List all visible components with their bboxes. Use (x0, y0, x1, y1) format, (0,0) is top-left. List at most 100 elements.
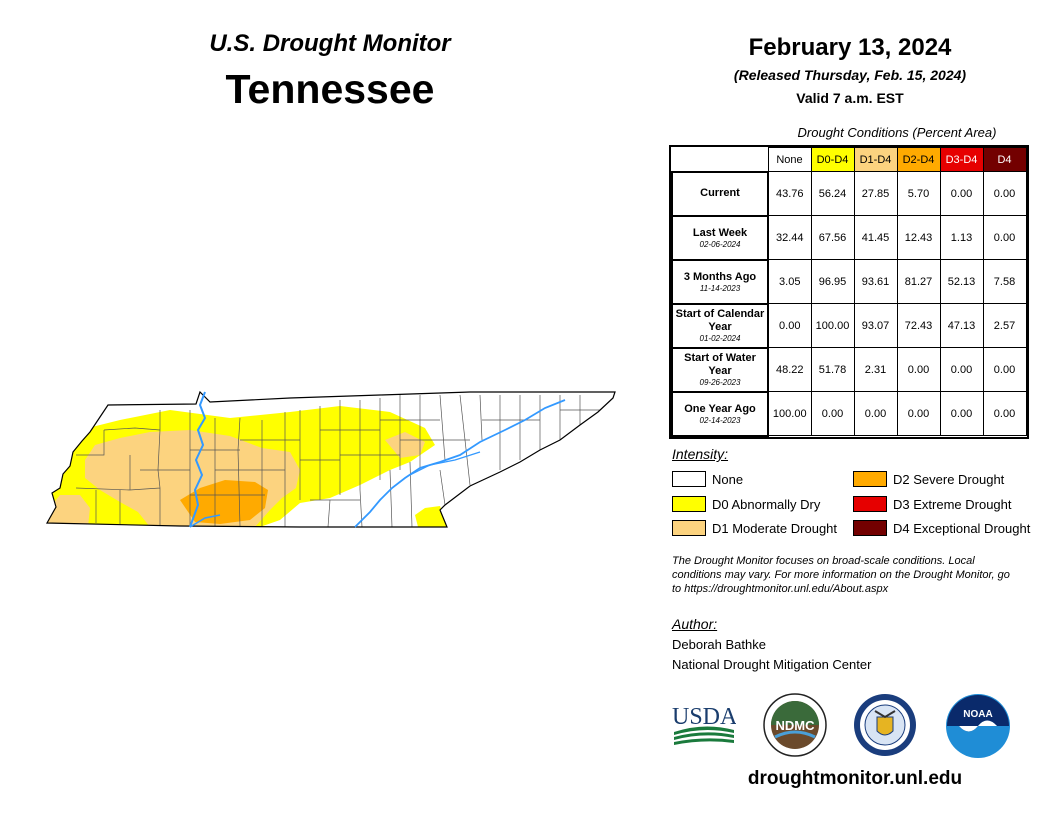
table-cell: 0.00 (896, 347, 941, 392)
state-outline (45, 390, 616, 528)
table-cell: 12.43 (896, 215, 941, 260)
table-cell: 0.00 (982, 391, 1027, 436)
ndmc-logo-text: NDMC (776, 718, 816, 733)
row-date: 09-26-2023 (699, 378, 741, 387)
table-cell: 0.00 (810, 391, 855, 436)
column-header: D4 (982, 147, 1027, 172)
table-corner (672, 148, 768, 172)
row-date: 11-14-2023 (699, 283, 741, 293)
row-label: Last Week 02-06-2024 (671, 214, 769, 261)
noaa-logo: NOAA (945, 693, 1011, 759)
table-cell: 93.61 (853, 259, 898, 304)
column-header: D2-D4 (896, 147, 941, 172)
table-cell: 0.00 (853, 391, 898, 436)
row-label: Start of Calendar Year 01-02-2024 (671, 302, 769, 349)
noaa-logo-text: NOAA (963, 709, 992, 720)
row-date: 01-02-2024 (699, 334, 741, 343)
d0-area-southeast (415, 506, 447, 527)
column-header: D1-D4 (853, 147, 898, 172)
row-label-text: 3 Months Ago (683, 270, 757, 283)
table-cell: 52.13 (939, 259, 984, 304)
row-label: Start of Water Year 09-26-2023 (671, 346, 769, 393)
table-row: Start of Water Year 09-26-2023 48.22 51.78 2… (671, 346, 1027, 393)
legend-item: D2 Severe Drought (853, 471, 1004, 487)
legend-label: D0 Abnormally Dry (712, 496, 821, 512)
disclaimer-note: The Drought Monitor focuses on broad-sca… (672, 555, 1010, 595)
author-organization: National Drought Mitigation Center (672, 657, 872, 672)
intensity-legend-title: Intensity: (672, 446, 729, 462)
table-cell: 93.07 (853, 303, 898, 348)
tennessee-river-bend (189, 514, 221, 528)
tennessee-drought-map (45, 390, 616, 528)
table-cell: 2.31 (853, 347, 898, 392)
table-row: Current 43.76 56.24 27.85 5.70 0.00 0.00 (671, 170, 1027, 217)
county-lines (75, 394, 600, 527)
column-header: None (767, 147, 812, 172)
table-cell: 56.24 (810, 171, 855, 216)
table-cell: 7.58 (982, 259, 1027, 304)
column-header: D0-D4 (810, 147, 855, 172)
legend-item: D3 Extreme Drought (853, 496, 1012, 512)
legend-item: D1 Moderate Drought (672, 520, 837, 536)
department-of-commerce-seal (853, 693, 917, 757)
table-cell: 2.57 (982, 303, 1027, 348)
table-cell: 41.45 (853, 215, 898, 260)
map-date: February 13, 2024 (748, 34, 952, 61)
legend-item: D4 Exceptional Drought (853, 520, 1030, 536)
row-label-text: Current (700, 187, 740, 199)
table-cell: 47.13 (939, 303, 984, 348)
row-label-text: Start of Water Year (684, 352, 756, 377)
legend-label: D1 Moderate Drought (712, 520, 838, 536)
d2-area-south-central (180, 480, 268, 524)
ndmc-logo: NDMC (763, 693, 827, 757)
table-cell: 0.00 (896, 391, 941, 436)
table-cell: 43.76 (767, 171, 812, 216)
legend-swatch (853, 496, 887, 512)
table-cell: 0.00 (939, 171, 984, 216)
d1-area-east (385, 432, 425, 458)
tributary-river (409, 451, 481, 476)
table-cell: 0.00 (939, 391, 984, 436)
table-cell: 100.00 (810, 303, 855, 348)
legend-swatch (853, 471, 887, 487)
valid-time: Valid 7 a.m. EST (796, 90, 904, 106)
row-date: 02-14-2023 (699, 415, 741, 425)
table-cell: 3.05 (767, 259, 812, 304)
legend-swatch (672, 496, 706, 512)
row-label-text: One Year Ago (684, 402, 756, 415)
row-label: 3 Months Ago 11-14-2023 (671, 258, 769, 305)
table-cell: 5.70 (896, 171, 941, 216)
row-label: One Year Ago 02-14-2023 (671, 390, 769, 437)
table-cell: 0.00 (982, 171, 1027, 216)
column-header: D3-D4 (939, 147, 984, 172)
author-title: Author: (672, 616, 718, 632)
table-cell: 81.27 (896, 259, 941, 304)
tennessee-river-east (354, 399, 566, 528)
table-cell: 0.00 (939, 347, 984, 392)
row-label-text: Start of Calendar Year (675, 308, 765, 333)
usda-logo: USDA (672, 700, 738, 750)
table-cell: 0.00 (982, 347, 1027, 392)
table-cell: 32.44 (767, 215, 812, 260)
legend-swatch (853, 520, 887, 536)
table-cell: 51.78 (810, 347, 855, 392)
legend-swatch (672, 471, 706, 487)
author-name: Deborah Bathke (672, 637, 766, 652)
table-row: One Year Ago 02-14-2023 100.00 0.00 0.00 0.00… (671, 390, 1027, 437)
table-cell: 27.85 (853, 171, 898, 216)
d1-area-southwest (47, 495, 90, 527)
usda-logo-text: USDA (672, 704, 736, 730)
table-row: 3 Months Ago 11-14-2023 3.05 96.95 93.61 81.2… (671, 258, 1027, 305)
table-row: Last Week 02-06-2024 32.44 67.56 41.45 12.43 1… (671, 214, 1027, 261)
drought-conditions-title: Drought Conditions (Percent Area) (797, 125, 997, 140)
website-url[interactable]: droughtmonitor.unl.edu (747, 768, 963, 789)
table-cell: 100.00 (767, 391, 812, 436)
row-date: 02-06-2024 (699, 239, 741, 249)
table-cell: 1.13 (939, 215, 984, 260)
tennessee-river-west (189, 391, 207, 528)
legend-label: D3 Extreme Drought (893, 496, 1012, 512)
table-cell: 48.22 (767, 347, 812, 392)
release-date: (Released Thursday, Feb. 15, 2024) (733, 67, 967, 83)
state-title: Tennessee (225, 66, 435, 112)
table-cell: 0.00 (767, 303, 812, 348)
